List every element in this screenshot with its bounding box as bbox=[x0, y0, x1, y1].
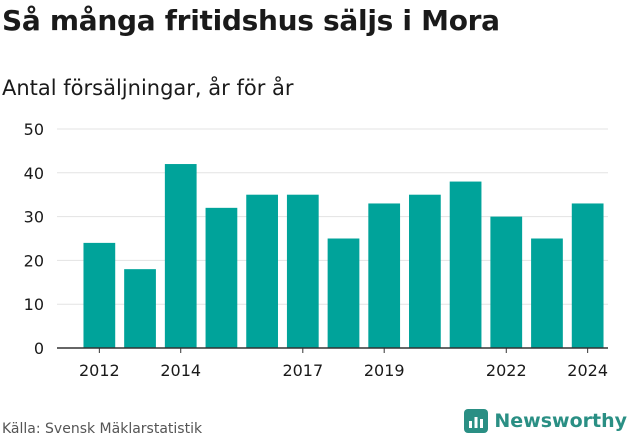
bar bbox=[164, 164, 197, 348]
source-note: Källa: Svensk Mäklarstatistik bbox=[2, 421, 203, 437]
bar-chart: 0 10 20 30 40 50 2012 2014 2017 2019 2022 2024 bbox=[24, 120, 608, 380]
bar bbox=[205, 207, 238, 348]
y-tick-label: 40 bbox=[24, 164, 44, 183]
x-tick-label: 2024 bbox=[567, 361, 608, 380]
bar bbox=[327, 238, 360, 348]
y-tick-label: 10 bbox=[24, 295, 44, 314]
chart-bar-icon bbox=[464, 409, 489, 433]
y-tick-label: 30 bbox=[24, 208, 44, 227]
chart-title: Så många fritidshus säljs i Mora bbox=[2, 4, 500, 37]
x-tick-label: 2014 bbox=[160, 361, 201, 380]
x-tick-label: 2022 bbox=[486, 361, 527, 380]
bar bbox=[531, 238, 563, 348]
y-tick-label: 0 bbox=[34, 339, 44, 358]
bar bbox=[449, 181, 482, 348]
x-tick-label: 2019 bbox=[364, 361, 405, 380]
bar bbox=[571, 203, 604, 348]
chart-subtitle: Antal försäljningar, år för år bbox=[2, 76, 294, 100]
bar bbox=[246, 194, 278, 348]
bar bbox=[83, 242, 116, 348]
brand-logo: Newsworthy bbox=[464, 409, 627, 433]
x-tick-label: 2017 bbox=[282, 361, 323, 380]
bar bbox=[124, 269, 156, 348]
x-tick-label: 2012 bbox=[79, 361, 120, 380]
bar bbox=[490, 216, 523, 348]
bar bbox=[286, 194, 319, 348]
y-tick-label: 50 bbox=[24, 120, 44, 139]
brand-name: Newsworthy bbox=[494, 410, 627, 432]
bar bbox=[368, 203, 401, 348]
bar bbox=[409, 194, 441, 348]
y-tick-label: 20 bbox=[24, 251, 44, 270]
